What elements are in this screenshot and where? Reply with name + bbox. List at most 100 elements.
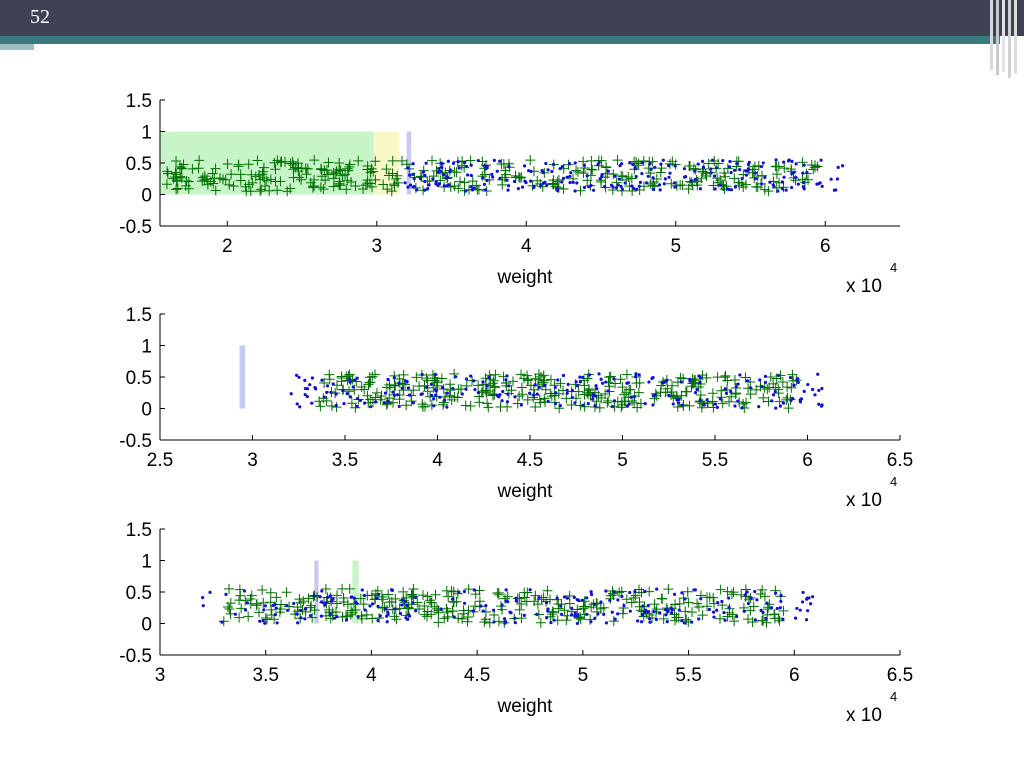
dot-point bbox=[769, 605, 774, 610]
plus-point bbox=[457, 613, 468, 624]
dot-point bbox=[680, 591, 684, 595]
dot-point bbox=[617, 177, 621, 181]
dot-point bbox=[701, 165, 706, 169]
dot-point bbox=[507, 384, 511, 388]
dot-point bbox=[655, 587, 659, 591]
dot-point bbox=[358, 398, 363, 403]
dot-point bbox=[596, 612, 600, 616]
plus-point bbox=[579, 380, 590, 391]
plus-point bbox=[288, 164, 299, 175]
dot-point bbox=[798, 608, 802, 612]
dot-point bbox=[637, 184, 641, 188]
chart-2: 2.5 3 3.5 4 4.5 5 5.5 6 6.5 1.5 1 0.5 0 -0.5 weight x 1… bbox=[119, 305, 913, 511]
dot-point bbox=[438, 395, 442, 399]
plus-point bbox=[295, 597, 306, 608]
plus-point bbox=[473, 380, 484, 391]
dot-point bbox=[727, 605, 731, 609]
dot-point bbox=[721, 159, 725, 163]
dot-point bbox=[738, 373, 742, 377]
dot-point bbox=[586, 402, 590, 406]
x-tick-label: 4.5 bbox=[464, 665, 490, 686]
plus-point bbox=[418, 185, 429, 196]
plus-point bbox=[235, 169, 246, 180]
dot-point bbox=[790, 185, 794, 190]
dot-point bbox=[558, 403, 562, 408]
plus-point bbox=[449, 368, 460, 379]
dot-point bbox=[589, 592, 594, 597]
plus-point bbox=[281, 587, 292, 598]
dot-point bbox=[407, 393, 412, 397]
dot-point bbox=[733, 404, 737, 408]
dot-point bbox=[376, 592, 381, 597]
dot-point bbox=[634, 174, 638, 179]
plus-point bbox=[440, 167, 451, 178]
plus-point bbox=[341, 184, 352, 195]
dot-point bbox=[715, 405, 719, 409]
plus-point bbox=[748, 601, 759, 612]
dot-point bbox=[296, 621, 300, 625]
plus-point bbox=[602, 397, 613, 408]
plus-point bbox=[174, 161, 185, 172]
dot-point bbox=[776, 189, 780, 193]
dot-point bbox=[801, 185, 805, 189]
dot-point bbox=[273, 613, 278, 617]
plus-point bbox=[271, 592, 282, 603]
dot-point bbox=[653, 165, 657, 169]
dot-point bbox=[744, 173, 748, 177]
dot-point bbox=[634, 375, 638, 379]
plus-point bbox=[346, 176, 357, 187]
dot-point bbox=[303, 386, 308, 391]
dot-point bbox=[781, 617, 785, 621]
y-tick-label: 1 bbox=[141, 123, 152, 144]
plus-point bbox=[392, 177, 403, 188]
dot-point bbox=[793, 175, 798, 180]
dot-point bbox=[613, 617, 617, 621]
dot-point bbox=[513, 395, 517, 399]
plus-point bbox=[419, 601, 430, 612]
plus-point bbox=[765, 372, 776, 383]
dot-point bbox=[712, 174, 717, 178]
plus-point bbox=[523, 374, 534, 385]
plus-point bbox=[447, 606, 458, 617]
dot-point bbox=[565, 391, 569, 395]
plus-point bbox=[320, 584, 331, 595]
plus-point bbox=[515, 173, 526, 184]
plus-point bbox=[331, 402, 342, 413]
plus-point bbox=[485, 374, 496, 385]
plus-point bbox=[223, 602, 234, 613]
plus-point bbox=[678, 373, 689, 384]
dot-point bbox=[442, 398, 447, 402]
plus-point bbox=[358, 599, 369, 610]
plus-point bbox=[259, 172, 270, 183]
dot-point bbox=[620, 594, 624, 598]
dot-point bbox=[471, 609, 475, 613]
plus-point bbox=[218, 616, 229, 627]
dot-point bbox=[482, 164, 487, 168]
dot-point bbox=[318, 595, 322, 599]
dot-point bbox=[303, 393, 307, 397]
dot-point bbox=[484, 603, 488, 608]
dot-point bbox=[555, 186, 559, 190]
dot-point bbox=[817, 402, 821, 406]
plus-point bbox=[490, 369, 501, 380]
dot-point bbox=[645, 181, 649, 185]
plus-point bbox=[658, 613, 669, 624]
y-tick-label: 0 bbox=[141, 615, 152, 636]
dot-point bbox=[386, 377, 390, 382]
dot-point bbox=[800, 600, 805, 604]
plus-point bbox=[600, 388, 611, 399]
dot-point bbox=[342, 402, 346, 406]
plus-point bbox=[575, 185, 586, 196]
plus-point bbox=[444, 390, 455, 401]
plus-point bbox=[335, 180, 346, 191]
dot-point bbox=[397, 404, 401, 409]
plus-point bbox=[628, 592, 639, 603]
dot-point bbox=[695, 387, 699, 392]
dot-point bbox=[802, 180, 806, 185]
plus-point bbox=[663, 584, 674, 595]
dot-point bbox=[451, 597, 455, 601]
dot-point bbox=[360, 588, 364, 592]
dot-point bbox=[535, 612, 539, 616]
dot-point bbox=[673, 185, 677, 189]
plus-point bbox=[194, 155, 205, 166]
